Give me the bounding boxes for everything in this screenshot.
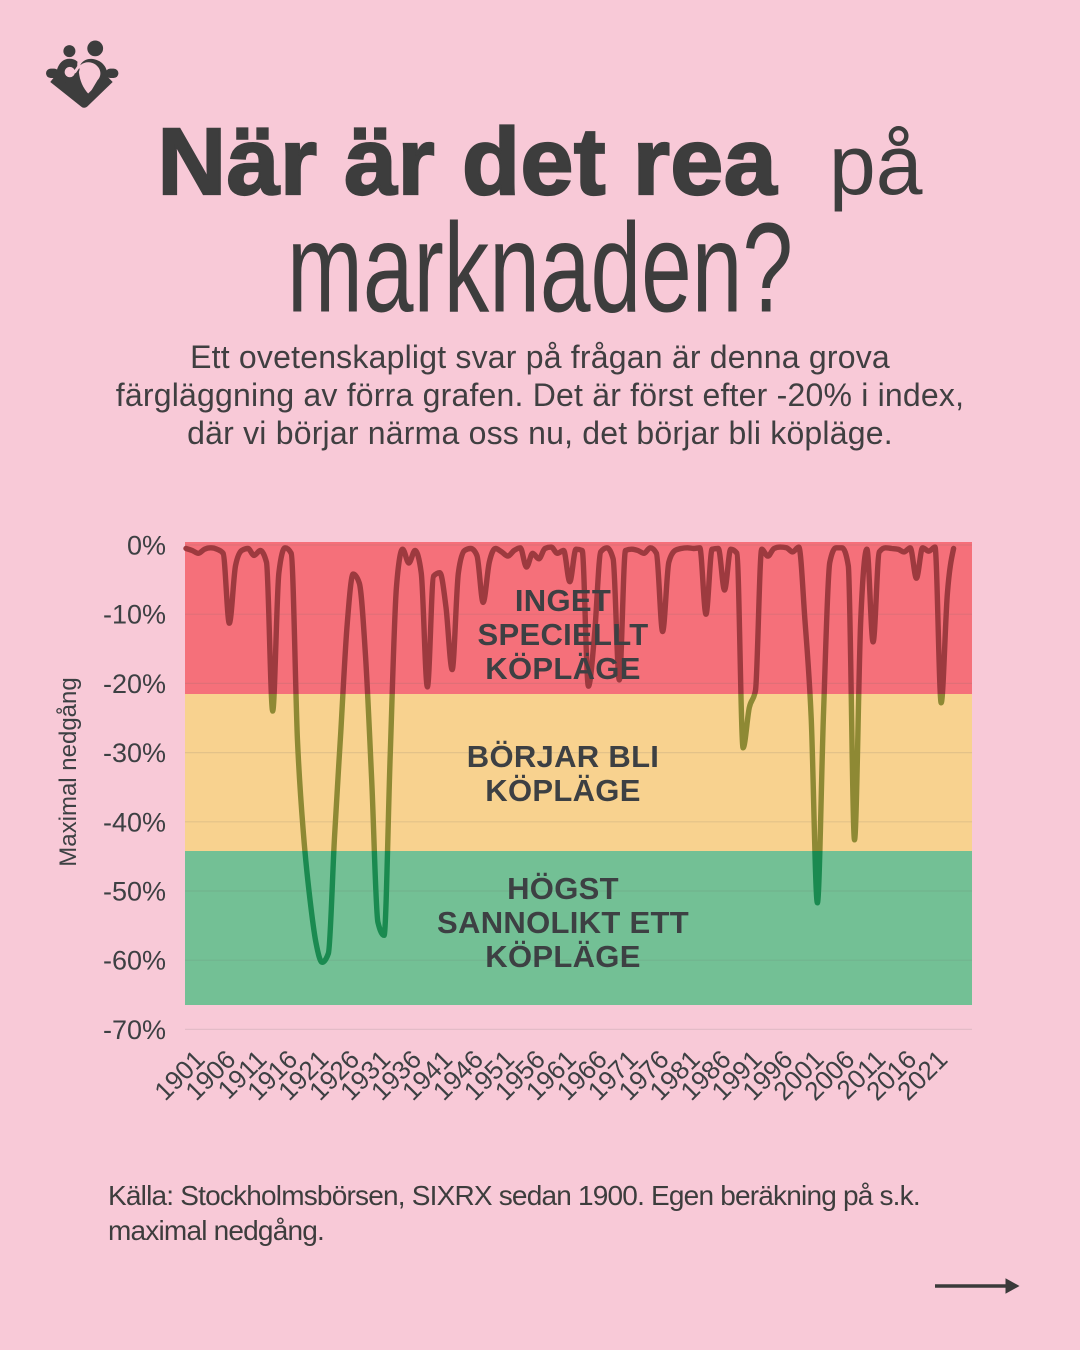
svg-text:-60%: -60% [103, 946, 166, 976]
svg-text:KÖPLÄGE: KÖPLÄGE [485, 773, 640, 808]
svg-text:-40%: -40% [103, 807, 166, 837]
svg-text:Maximal nedgång: Maximal nedgång [55, 677, 82, 866]
svg-text:0%: 0% [127, 531, 166, 561]
svg-text:HÖGST: HÖGST [507, 871, 619, 906]
svg-text:-50%: -50% [103, 877, 166, 907]
svg-text:-20%: -20% [103, 669, 166, 699]
svg-text:SPECIELLT: SPECIELLT [478, 617, 649, 652]
svg-text:INGET: INGET [515, 583, 611, 618]
svg-text:SANNOLIKT ETT: SANNOLIKT ETT [437, 905, 689, 940]
svg-text:KÖPLÄGE: KÖPLÄGE [485, 939, 640, 974]
svg-text:-70%: -70% [103, 1015, 166, 1045]
svg-text:-30%: -30% [103, 738, 166, 768]
svg-text:-10%: -10% [103, 600, 166, 630]
svg-text:KÖPLÄGE: KÖPLÄGE [485, 651, 640, 686]
svg-text:BÖRJAR BLI: BÖRJAR BLI [467, 739, 659, 774]
